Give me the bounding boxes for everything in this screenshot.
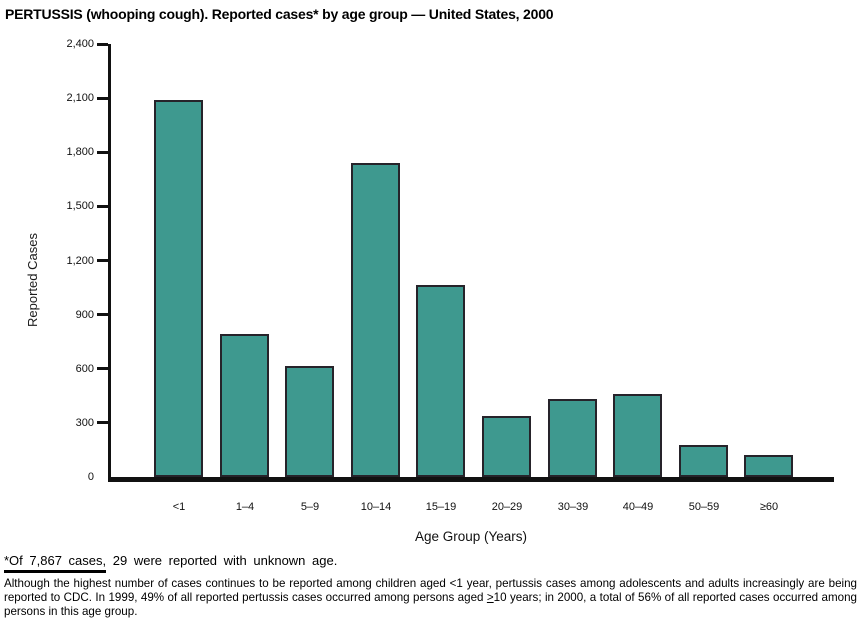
x-axis-category-label: 30–39 [557,501,589,513]
x-axis-category-label: <1 [172,501,186,513]
y-axis-tick-label: 900 [75,309,94,321]
plot-area [108,44,834,482]
bar-50–59 [679,445,728,477]
bar-20–29 [482,416,531,477]
y-axis-tick-label: 0 [87,471,94,483]
y-axis-tick-label: 1,500 [66,200,94,212]
bar-15–19 [416,285,465,477]
x-axis-category-label: 20–29 [491,501,523,513]
explanatory-note: Although the highest number of cases con… [4,577,857,619]
footnote-unknown-age: *Of 7,867 cases, 29 were reported with u… [4,553,338,573]
x-axis-category-label: 15–19 [425,501,457,513]
x-axis-category-label: 1–4 [235,501,255,513]
x-axis-category-label: 40–49 [622,501,654,513]
bar-5–9 [285,366,334,477]
bar-<1 [154,100,203,477]
y-axis-tick [97,205,108,208]
bar-≥60 [744,455,793,477]
y-axis-tick-label: 1,200 [66,255,94,267]
y-axis-tick [97,43,108,46]
footnote-underlined-text: *Of 7,867 cases, [4,553,107,573]
y-axis-tick [97,151,108,154]
y-axis-tick [97,97,108,100]
y-axis-tick-label: 600 [75,363,94,375]
x-axis-category-label: 10–14 [360,501,392,513]
y-axis-tick-label: 2,100 [66,92,94,104]
y-axis-tick [97,313,108,316]
bar-1–4 [220,334,269,477]
note-text-part2: 10 years; in 2000, a total of 56% of all… [4,591,857,618]
chart: Reported Cases Age Group (Years) 0 300 600… [25,38,834,544]
x-axis-label: Age Group (Years) [414,529,528,544]
y-axis-tick [97,259,108,262]
bar-30–39 [548,399,597,477]
x-axis-category-label: 5–9 [300,501,320,513]
footnote-rest-text: 29 were reported with unknown age. [112,553,338,568]
x-axis-category-label: ≥60 [759,501,779,513]
y-axis-tick-label: 2,400 [66,38,94,50]
x-axis-category-label: 50–59 [688,501,720,513]
y-axis-tick [97,367,108,370]
bar-10–14 [351,163,400,477]
bar-40–49 [613,394,662,477]
y-axis-tick [97,421,108,424]
chart-title: PERTUSSIS (whooping cough). Reported cas… [5,6,554,22]
greater-equal-symbol: > [486,591,494,604]
y-axis-tick-label: 1,800 [66,146,94,158]
note-text-part1: Although the highest number of cases con… [4,577,857,604]
y-axis-tick-label: 300 [75,417,94,429]
